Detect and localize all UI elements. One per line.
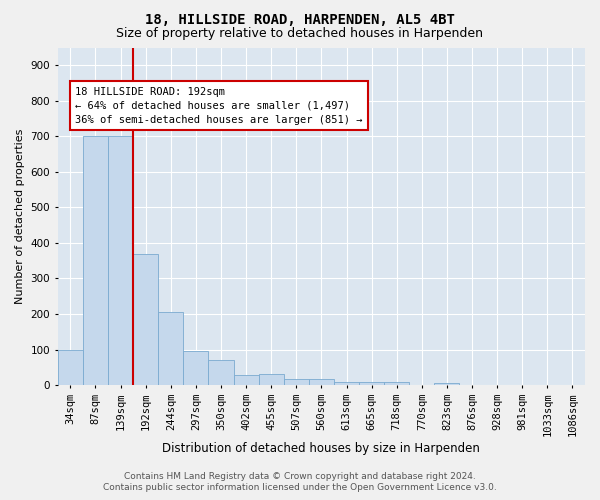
Text: 18 HILLSIDE ROAD: 192sqm
← 64% of detached houses are smaller (1,497)
36% of sem: 18 HILLSIDE ROAD: 192sqm ← 64% of detach… — [76, 86, 363, 124]
Bar — [108, 136, 133, 385]
Text: Contains HM Land Registry data © Crown copyright and database right 2024.
Contai: Contains HM Land Registry data © Crown c… — [103, 472, 497, 492]
Bar — [184, 352, 208, 385]
Bar — [133, 254, 158, 385]
Y-axis label: Number of detached properties: Number of detached properties — [15, 128, 25, 304]
Bar — [434, 384, 460, 385]
Bar — [384, 382, 409, 385]
Bar — [309, 378, 334, 385]
Bar — [359, 382, 384, 385]
Text: 18, HILLSIDE ROAD, HARPENDEN, AL5 4BT: 18, HILLSIDE ROAD, HARPENDEN, AL5 4BT — [145, 12, 455, 26]
Bar — [259, 374, 284, 385]
Bar — [208, 360, 233, 385]
Bar — [334, 382, 359, 385]
Text: Size of property relative to detached houses in Harpenden: Size of property relative to detached ho… — [116, 28, 484, 40]
Bar — [58, 350, 83, 385]
Bar — [158, 312, 184, 385]
X-axis label: Distribution of detached houses by size in Harpenden: Distribution of detached houses by size … — [163, 442, 481, 455]
Bar — [284, 378, 309, 385]
Bar — [233, 375, 259, 385]
Bar — [83, 136, 108, 385]
